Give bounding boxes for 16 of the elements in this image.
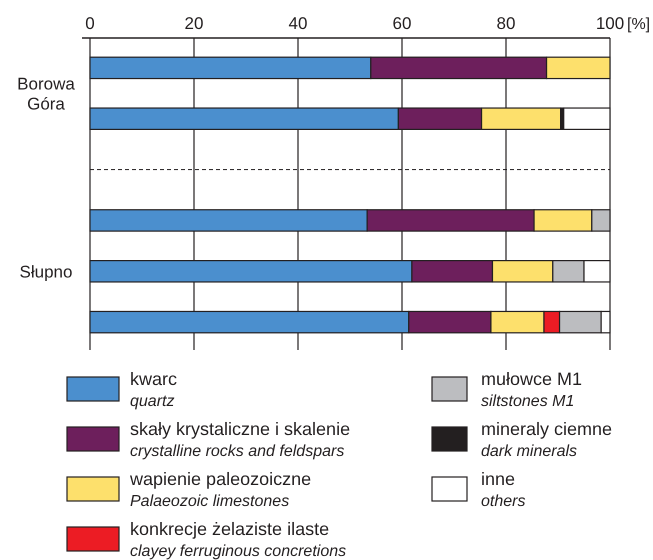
x-tick-label: 20 bbox=[184, 14, 204, 33]
x-tick-label: 100 bbox=[596, 14, 624, 33]
text: Borowa Góra bbox=[17, 74, 76, 114]
legend-label: inne others bbox=[481, 469, 526, 510]
x-tick-label: 60 bbox=[392, 14, 412, 33]
legend-label: kwarc quartz bbox=[130, 369, 178, 410]
x-tick-label: 80 bbox=[496, 14, 516, 33]
text: Słupno bbox=[20, 262, 72, 282]
x-tick-label: 40 bbox=[288, 14, 308, 33]
x-axis-title: [%] bbox=[627, 16, 650, 33]
x-tick-label: 0 bbox=[85, 14, 95, 33]
legend-label: wapienie paleozoiczne Palaeozoic limestones bbox=[129, 469, 312, 510]
legend-label: skały krystaliczne i skalenie crystalline rocks and feldspars bbox=[130, 419, 350, 460]
legend-label: konkrecje żelaziste ilaste clayey ferruginous concretions bbox=[130, 519, 346, 560]
legend-label: mułowce M1 siltstones M1 bbox=[481, 369, 582, 410]
legend-label: mineraly ciemne dark minerals bbox=[481, 419, 612, 460]
